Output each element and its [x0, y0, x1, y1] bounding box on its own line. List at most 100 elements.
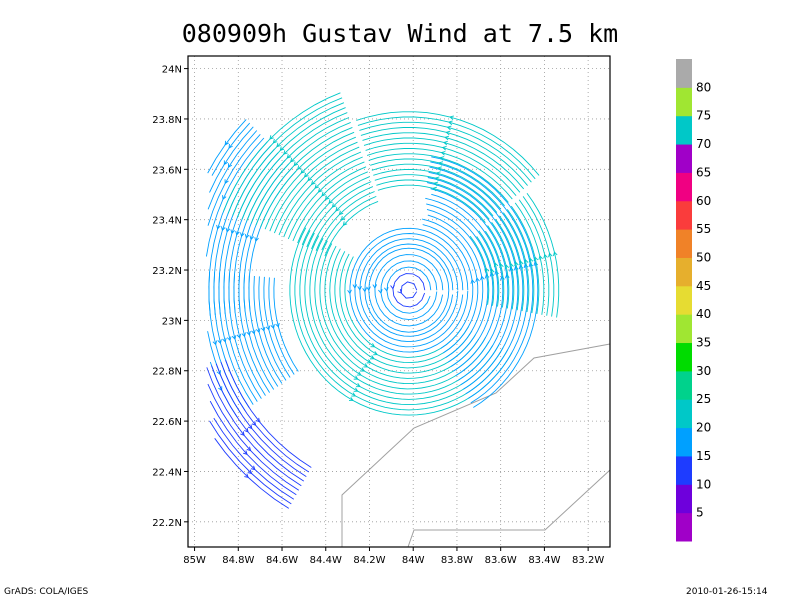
wind-streamline — [430, 161, 534, 404]
wind-arrowhead — [340, 216, 346, 221]
wind-arrowhead — [225, 227, 231, 233]
wind-streamline — [209, 400, 297, 496]
wind-arrowhead — [293, 161, 299, 167]
x-tick-label: 83.2W — [572, 555, 604, 566]
colorbar: 5 10 15 20 25 30 35 40 45 50 55 60 65 70 75 80 — [676, 59, 711, 542]
colorbar-label: 75 — [696, 109, 711, 123]
wind-arrowhead — [390, 284, 395, 290]
colorbar-label: 30 — [696, 364, 711, 378]
wind-streamline — [283, 156, 363, 238]
wind-arrowhead — [489, 271, 495, 277]
y-tick-label: 23.4N — [152, 216, 182, 227]
wind-arrowhead — [235, 230, 240, 236]
wind-arrowhead — [366, 359, 372, 364]
wind-arrowhead — [440, 151, 446, 156]
wind-arrowhead — [499, 263, 504, 268]
wind-streamline — [324, 200, 379, 257]
wind-streamline — [207, 119, 247, 174]
y-tick-label: 23.6N — [152, 165, 182, 176]
colorbar-label: 25 — [696, 392, 711, 406]
y-tick-label: 22.8N — [152, 367, 182, 378]
wind-streamline — [429, 166, 529, 399]
wind-arrowhead — [435, 171, 441, 176]
wind-streamline — [377, 184, 486, 223]
wind-streamline — [334, 251, 473, 369]
colorbar-swatch — [676, 285, 692, 315]
wind-arrowhead — [228, 143, 233, 149]
wind-arrowhead — [240, 232, 245, 238]
wind-arrowhead — [373, 351, 379, 356]
colorbar-label: 15 — [696, 449, 711, 463]
wind-streamline — [485, 230, 505, 308]
x-tick-label: 84.8W — [222, 555, 254, 566]
wind-arrowhead — [228, 163, 233, 169]
wind-arrowhead — [216, 224, 221, 230]
x-tick-label: 84.4W — [310, 555, 342, 566]
wind-streamline — [207, 134, 261, 226]
wind-arrowhead — [321, 191, 326, 197]
wind-streamline — [380, 260, 438, 321]
x-tick-label: 84.2W — [353, 555, 385, 566]
wind-arrowhead — [446, 125, 452, 131]
wind-streamline — [426, 208, 489, 363]
wind-arrowhead — [244, 427, 249, 433]
wind-arrowhead — [260, 326, 266, 332]
wind-streamline — [209, 126, 254, 193]
wind-arrowhead — [347, 289, 352, 295]
wind-arrowhead — [514, 261, 519, 267]
colorbar-swatch — [676, 399, 692, 429]
wind-streamline — [324, 245, 479, 379]
wind-arrowhead — [241, 332, 246, 338]
wind-arrowhead — [533, 256, 539, 262]
wind-arrowhead — [220, 226, 226, 232]
wind-arrowhead — [243, 450, 248, 455]
y-tick-label: 22.2N — [152, 518, 182, 529]
wind-streamline — [366, 148, 513, 200]
wind-streamline — [241, 112, 348, 220]
wind-streamline — [478, 230, 500, 307]
wind-arrowhead — [317, 188, 323, 193]
colorbar-swatch — [676, 512, 692, 542]
colorbar-swatch — [676, 172, 692, 202]
x-tick-label: 83.6W — [485, 555, 517, 566]
wind-arrowhead — [328, 199, 333, 204]
y-tick-label: 22.6N — [152, 417, 182, 428]
wind-streamline — [362, 132, 525, 190]
wind-arrowhead — [303, 172, 309, 178]
wind-arrowhead — [348, 396, 354, 402]
wind-arrowhead — [433, 181, 439, 187]
wind-arrowhead — [338, 210, 344, 216]
wind-arrowhead — [269, 135, 274, 140]
wind-streamline — [227, 97, 343, 214]
wind-streamline — [268, 277, 295, 375]
wind-streamline — [365, 142, 517, 196]
wind-arrowhead — [230, 229, 235, 235]
colorbar-swatch — [676, 87, 692, 117]
wind-arrowhead — [244, 234, 250, 239]
wind-arrowhead — [297, 165, 302, 170]
wind-arrowhead — [369, 355, 375, 360]
wind-streamline — [354, 233, 464, 348]
wind-streamline — [400, 281, 418, 299]
wind-arrowhead — [246, 330, 251, 336]
wind-arrowhead — [432, 186, 437, 192]
colorbar-label: 20 — [696, 421, 711, 435]
wind-streamline — [426, 203, 494, 367]
wind-arrowhead — [250, 465, 256, 471]
wind-arrowhead — [352, 284, 358, 289]
wind-streamline — [425, 197, 499, 372]
wind-streamline — [373, 169, 498, 213]
wind-arrowhead — [310, 180, 316, 186]
wind-streamline — [374, 254, 444, 327]
wind-arrowhead — [449, 115, 454, 120]
colorbar-label: 70 — [696, 137, 711, 151]
wind-streamline — [349, 227, 469, 353]
wind-arrowhead — [493, 262, 499, 268]
wind-arrowhead — [231, 335, 237, 341]
wind-arrowhead — [300, 169, 306, 174]
wind-arrowhead — [355, 383, 361, 388]
wind-arrowhead — [362, 287, 367, 293]
cuba-coastline — [341, 343, 611, 547]
wind-arrowhead — [244, 473, 249, 479]
